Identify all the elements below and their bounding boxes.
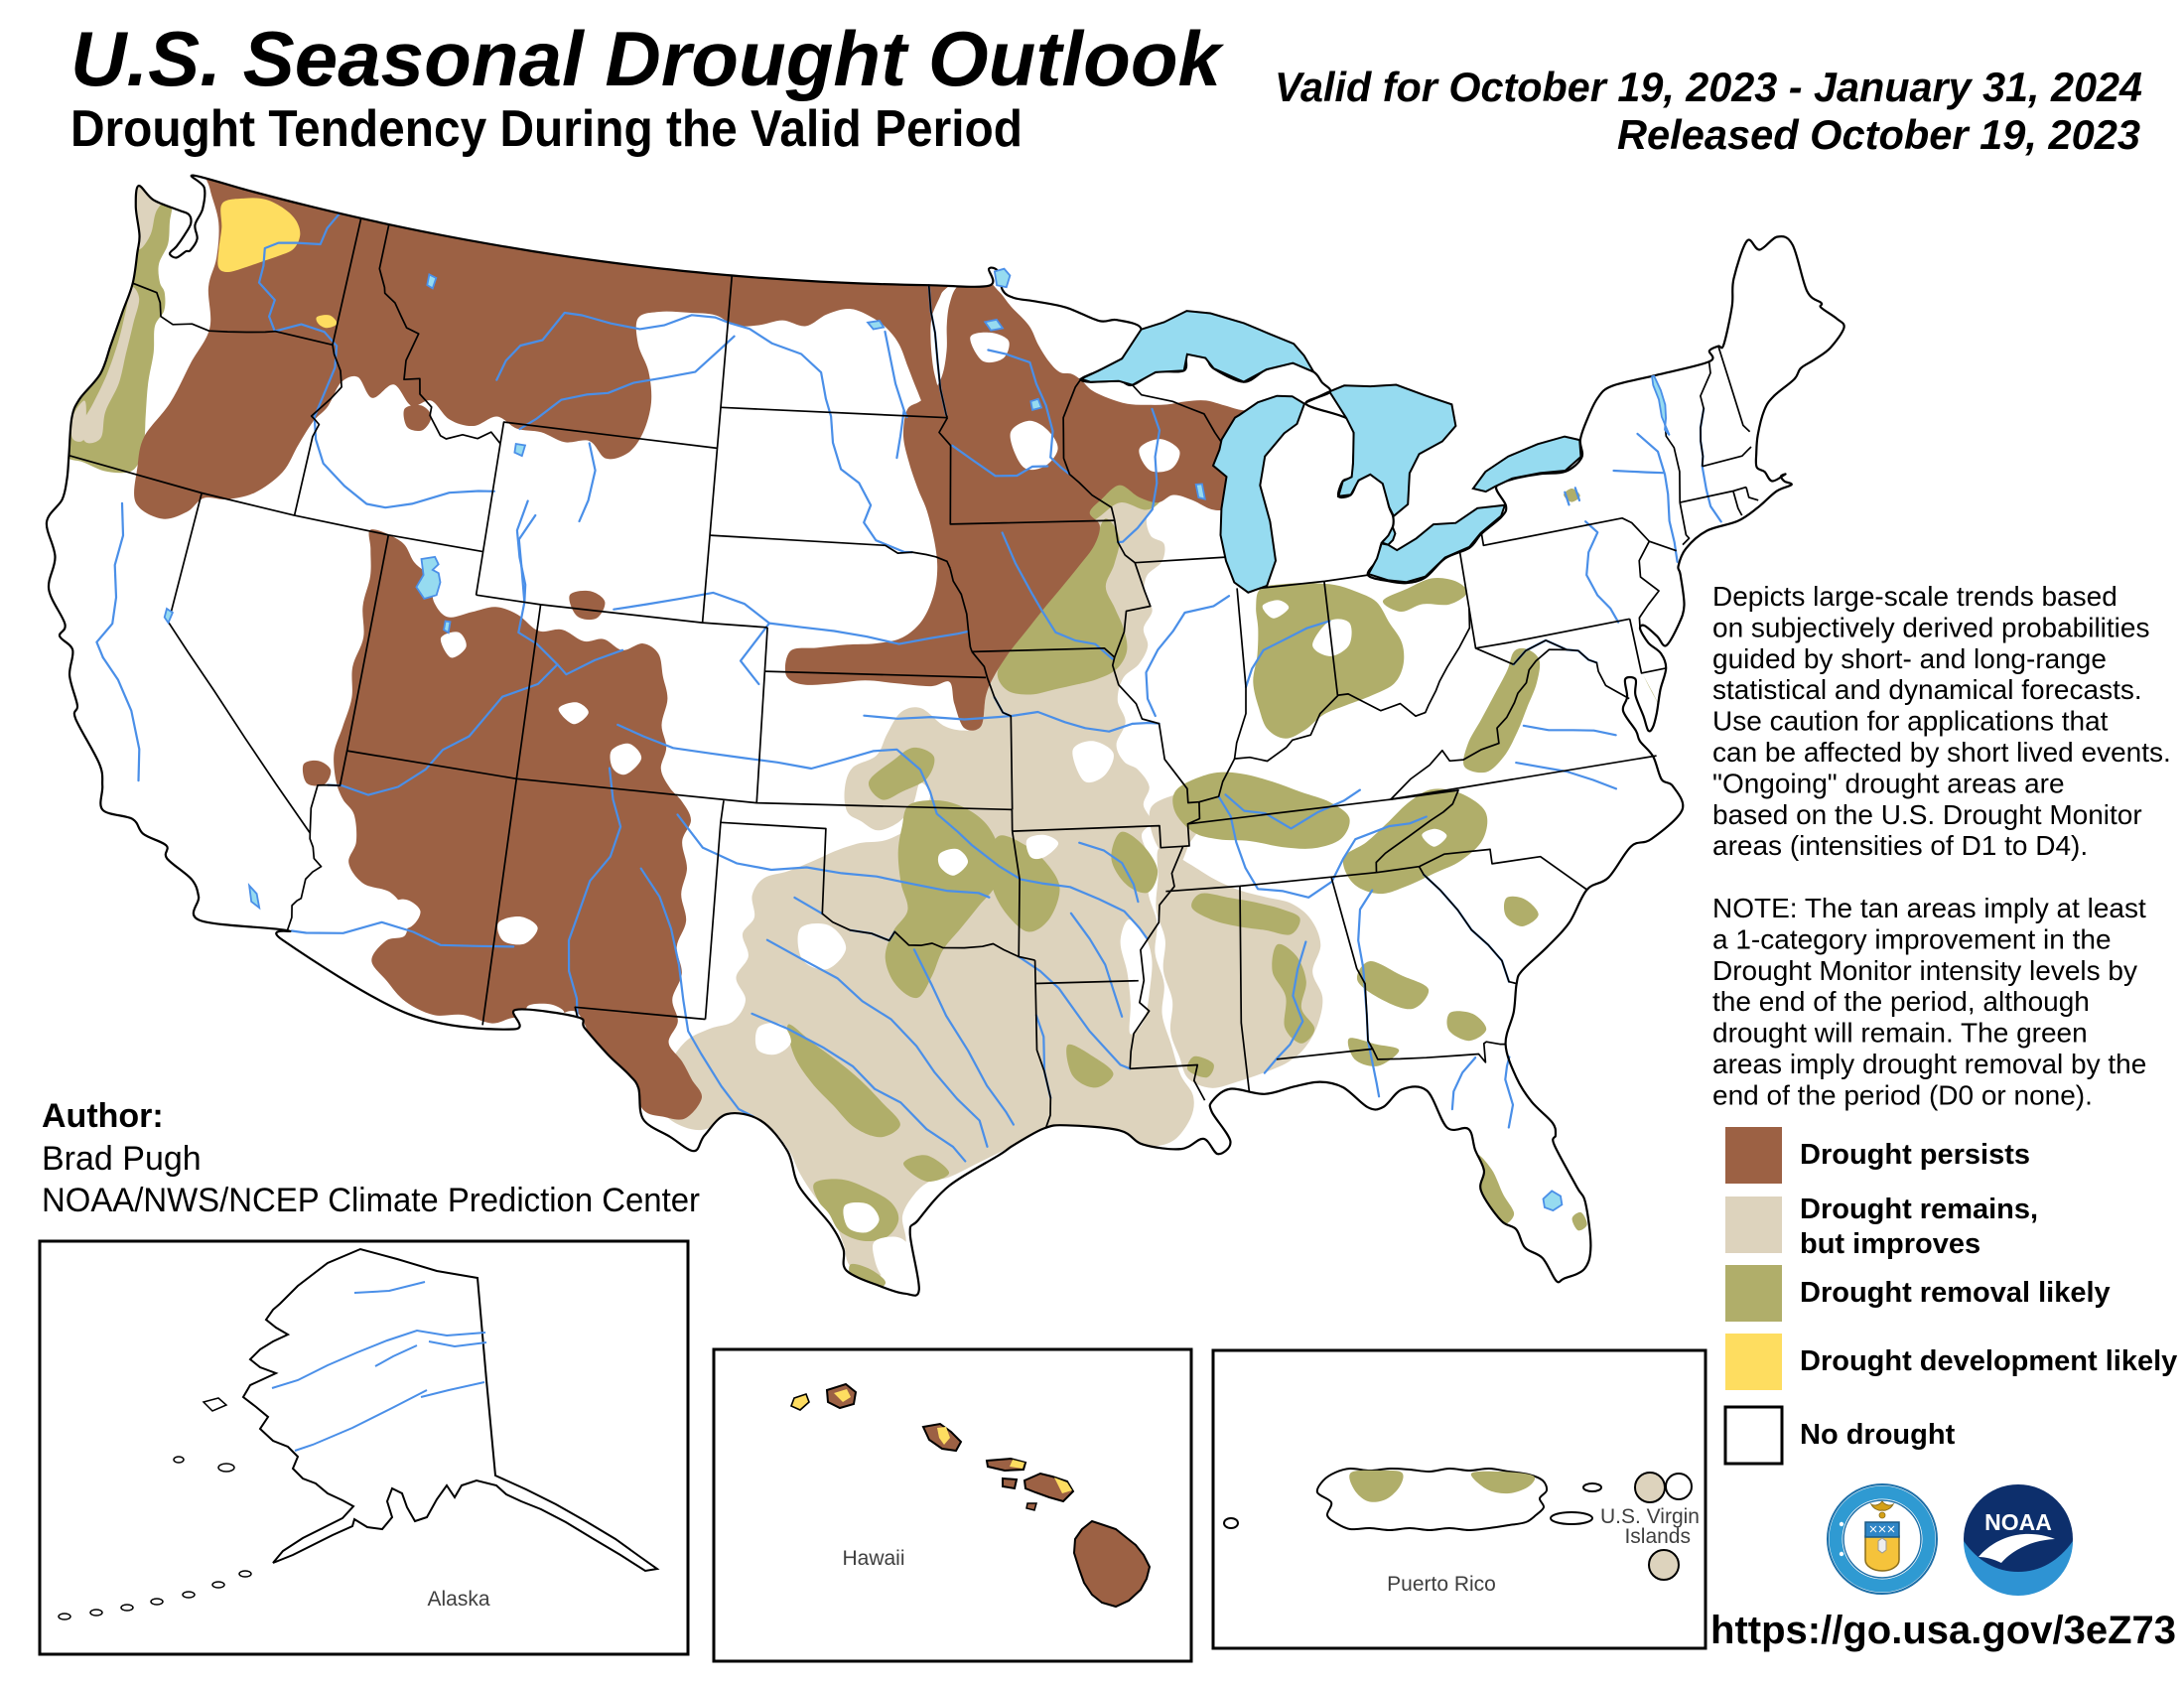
- svg-text:Islands: Islands: [1624, 1525, 1691, 1548]
- svg-text:Drought Tendency During the Va: Drought Tendency During the Valid Period: [70, 100, 1023, 158]
- svg-text:Drought development likely: Drought development likely: [1800, 1345, 2177, 1377]
- svg-text:based on the U.S. Drought Moni: based on the U.S. Drought Monitor: [1712, 799, 2142, 830]
- svg-text:drought will remain. The green: drought will remain. The green: [1712, 1018, 2088, 1049]
- svg-text:statistical and dynamical fore: statistical and dynamical forecasts.: [1712, 674, 2142, 705]
- svg-text:NOAA/NWS/NCEP Climate Predicti: NOAA/NWS/NCEP Climate Prediction Center: [42, 1182, 700, 1219]
- svg-text:on subjectively derived probab: on subjectively derived probabilities: [1712, 612, 2149, 642]
- svg-text:"Ongoing" drought areas are: "Ongoing" drought areas are: [1712, 768, 2065, 798]
- svg-text:Valid for October 19, 2023 - J: Valid for October 19, 2023 - January 31,…: [1275, 64, 2142, 110]
- svg-text:Alaska: Alaska: [427, 1588, 489, 1611]
- svg-text:NOAA: NOAA: [1984, 1509, 2052, 1535]
- svg-text:Author:: Author:: [42, 1097, 164, 1135]
- svg-text:Drought remains,: Drought remains,: [1800, 1194, 2038, 1225]
- svg-text:can be affected by short lived: can be affected by short lived events.: [1712, 737, 2171, 768]
- svg-text:areas (intensities of D1 to D4: areas (intensities of D1 to D4).: [1712, 830, 2088, 861]
- svg-text:Puerto Rico: Puerto Rico: [1387, 1573, 1496, 1596]
- svg-text:end of the period (D0 or none): end of the period (D0 or none).: [1712, 1079, 2093, 1110]
- svg-text:the end of the period, althoug: the end of the period, although: [1712, 986, 2090, 1017]
- svg-text:U.S. Virgin: U.S. Virgin: [1600, 1505, 1700, 1528]
- svg-text:a 1-category improvement in th: a 1-category improvement in the: [1712, 923, 2112, 954]
- svg-text:but improves: but improves: [1800, 1228, 1980, 1260]
- svg-text:NOTE: The tan areas imply at l: NOTE: The tan areas imply at least: [1712, 893, 2146, 923]
- svg-text:Released October 19, 2023: Released October 19, 2023: [1617, 111, 2140, 158]
- svg-text:U.S. Seasonal Drought Outlook: U.S. Seasonal Drought Outlook: [70, 15, 1225, 102]
- svg-text:guided by short- and long-rang: guided by short- and long-range: [1712, 643, 2107, 674]
- svg-text:Use caution for applications t: Use caution for applications that: [1712, 706, 2109, 737]
- svg-text:Brad Pugh: Brad Pugh: [42, 1140, 202, 1178]
- svg-text:Drought Monitor intensity leve: Drought Monitor intensity levels by: [1712, 955, 2137, 986]
- svg-text:Hawaii: Hawaii: [842, 1547, 904, 1570]
- svg-text:Drought persists: Drought persists: [1800, 1139, 2030, 1171]
- svg-text:https://go.usa.gov/3eZ73: https://go.usa.gov/3eZ73: [1710, 1609, 2176, 1652]
- svg-text:Drought removal likely: Drought removal likely: [1800, 1277, 2111, 1309]
- svg-text:areas imply drought removal by: areas imply drought removal by the: [1712, 1049, 2146, 1079]
- svg-text:Depicts large-scale trends bas: Depicts large-scale trends based: [1712, 581, 2117, 612]
- svg-text:No drought: No drought: [1800, 1419, 1956, 1451]
